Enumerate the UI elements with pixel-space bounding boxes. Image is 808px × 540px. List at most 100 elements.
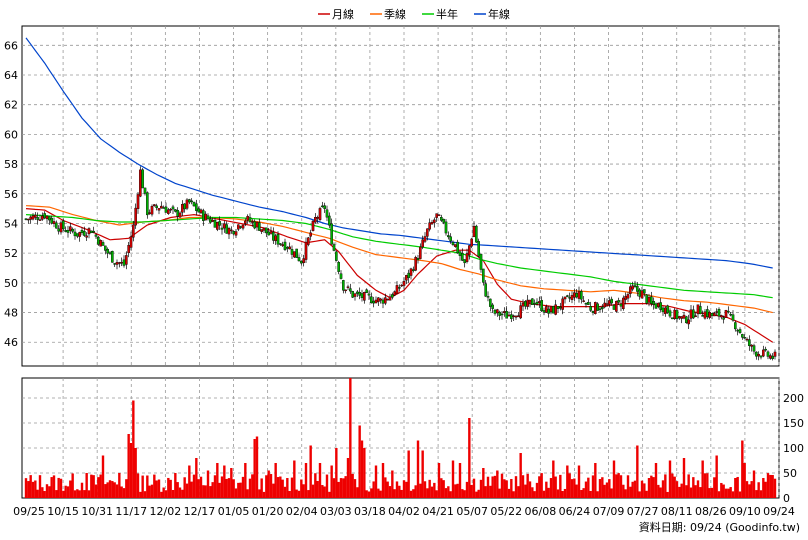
candle-body	[122, 259, 126, 266]
candle-body	[563, 296, 567, 300]
candle-body	[206, 215, 210, 220]
volume-bar	[216, 463, 219, 498]
candle-body	[615, 300, 618, 312]
volume-bar	[335, 448, 338, 498]
volume-bar	[316, 480, 319, 498]
volume-bar	[479, 479, 483, 498]
candle-body	[388, 296, 392, 301]
candle-body	[402, 281, 406, 286]
volume-bar	[360, 440, 364, 498]
candle-body	[272, 231, 275, 241]
volume-bar	[199, 476, 203, 498]
volume-bar	[283, 486, 287, 498]
volume-bar	[482, 468, 485, 498]
volume-bar	[708, 488, 711, 498]
candle-body	[741, 334, 744, 338]
candle-body	[561, 298, 564, 310]
volume-bar	[164, 490, 168, 498]
candle-body	[717, 308, 721, 317]
volume-bar	[405, 481, 408, 498]
volume-bar	[636, 445, 639, 498]
candle-body	[582, 300, 585, 302]
volume-bar	[421, 450, 424, 498]
candle-body	[521, 302, 525, 307]
candle-body	[323, 205, 326, 209]
date-label: 09/24	[763, 505, 795, 518]
volume-bar	[402, 480, 406, 498]
candle-body	[505, 311, 508, 319]
candle-body	[570, 295, 574, 300]
candle-body	[584, 303, 588, 305]
volume-bar	[223, 465, 226, 498]
candle-body	[433, 219, 436, 223]
volume-tick-label: 200	[783, 392, 804, 405]
volume-bar	[682, 458, 686, 498]
candle-body	[181, 204, 184, 213]
candle-body	[407, 272, 410, 278]
volume-bar	[87, 490, 91, 498]
volume-bar	[267, 470, 270, 498]
volume-bar	[507, 488, 511, 498]
volume-bar	[181, 489, 184, 498]
volume-bar	[512, 491, 515, 498]
volume-bar	[148, 485, 151, 498]
volume-bar	[73, 490, 77, 498]
legend-label-0: 月線	[332, 7, 354, 21]
volume-bar	[591, 475, 595, 498]
candle-body	[713, 312, 716, 317]
candle-body	[73, 231, 77, 237]
volume-bar	[594, 463, 597, 498]
candle-body	[675, 310, 679, 320]
volume-bar	[458, 463, 462, 498]
candle-body	[127, 245, 130, 254]
volume-bar	[34, 480, 37, 498]
candle-body	[463, 259, 466, 264]
volume-bar	[146, 475, 149, 498]
candle-body	[59, 222, 63, 233]
volume-bar	[246, 489, 249, 498]
volume-bar	[696, 480, 700, 498]
ma-line-3	[25, 37, 773, 269]
volume-bar	[766, 473, 770, 498]
candle-body	[90, 230, 93, 234]
volume-bar	[269, 474, 273, 498]
volume-bar	[626, 475, 630, 498]
candle-body	[454, 244, 457, 247]
candle-body	[720, 315, 723, 318]
volume-bar	[286, 478, 289, 498]
volume-bar	[759, 490, 763, 498]
candle-body	[258, 222, 261, 231]
candle-body	[568, 296, 571, 299]
candle-body	[381, 299, 385, 304]
volume-bar	[55, 490, 58, 498]
volume-bar	[715, 455, 718, 498]
date-label: 09/25	[13, 505, 45, 518]
candle-body	[701, 315, 704, 317]
volume-bar	[692, 477, 695, 498]
volume-bar	[239, 482, 242, 498]
volume-bar	[414, 485, 417, 498]
volume-bar	[190, 481, 193, 498]
candle-body	[715, 311, 718, 313]
candle-body	[260, 229, 263, 232]
candle-body	[120, 262, 123, 264]
candle-body	[225, 224, 228, 234]
volume-bar	[253, 439, 256, 498]
volume-bar	[673, 476, 676, 498]
candle-body	[759, 355, 763, 358]
candle-body	[640, 290, 644, 299]
volume-bar	[66, 486, 70, 498]
volume-bar	[741, 440, 744, 498]
date-label: 06/24	[559, 505, 591, 518]
volume-bar	[206, 470, 210, 498]
volume-bar	[694, 485, 697, 498]
candle-body	[80, 230, 84, 234]
volume-bar	[493, 475, 497, 498]
volume-bar	[99, 474, 102, 498]
candle-body	[566, 295, 569, 297]
volume-bar	[213, 475, 217, 498]
legend-label-2: 半年	[436, 7, 458, 21]
candle-body	[332, 244, 336, 251]
candle-body	[132, 224, 135, 238]
candle-body	[435, 213, 438, 218]
